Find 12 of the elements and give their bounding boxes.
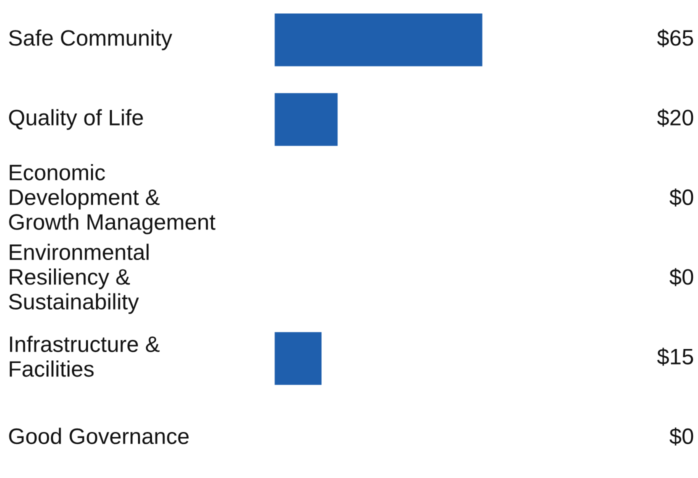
y-tick-label: Safe Community: [9, 29, 172, 50]
y-tick-label: Infrastructure & Facilities: [10, 336, 160, 377]
data-label: $0: [670, 268, 694, 286]
data-label: $0: [670, 188, 694, 206]
data-label: $15: [657, 348, 694, 366]
y-tick-label: Environmental Resiliency & Sustainability: [9, 244, 149, 314]
y-tick-label: Quality of Life: [9, 109, 143, 130]
data-label: $20: [657, 108, 694, 127]
data-label: $65: [657, 29, 694, 48]
y-tick-label: Economic Development & Growth Management: [9, 164, 216, 234]
y-tick-label: Good Governance: [9, 428, 189, 444]
data-label: $0: [670, 427, 694, 446]
